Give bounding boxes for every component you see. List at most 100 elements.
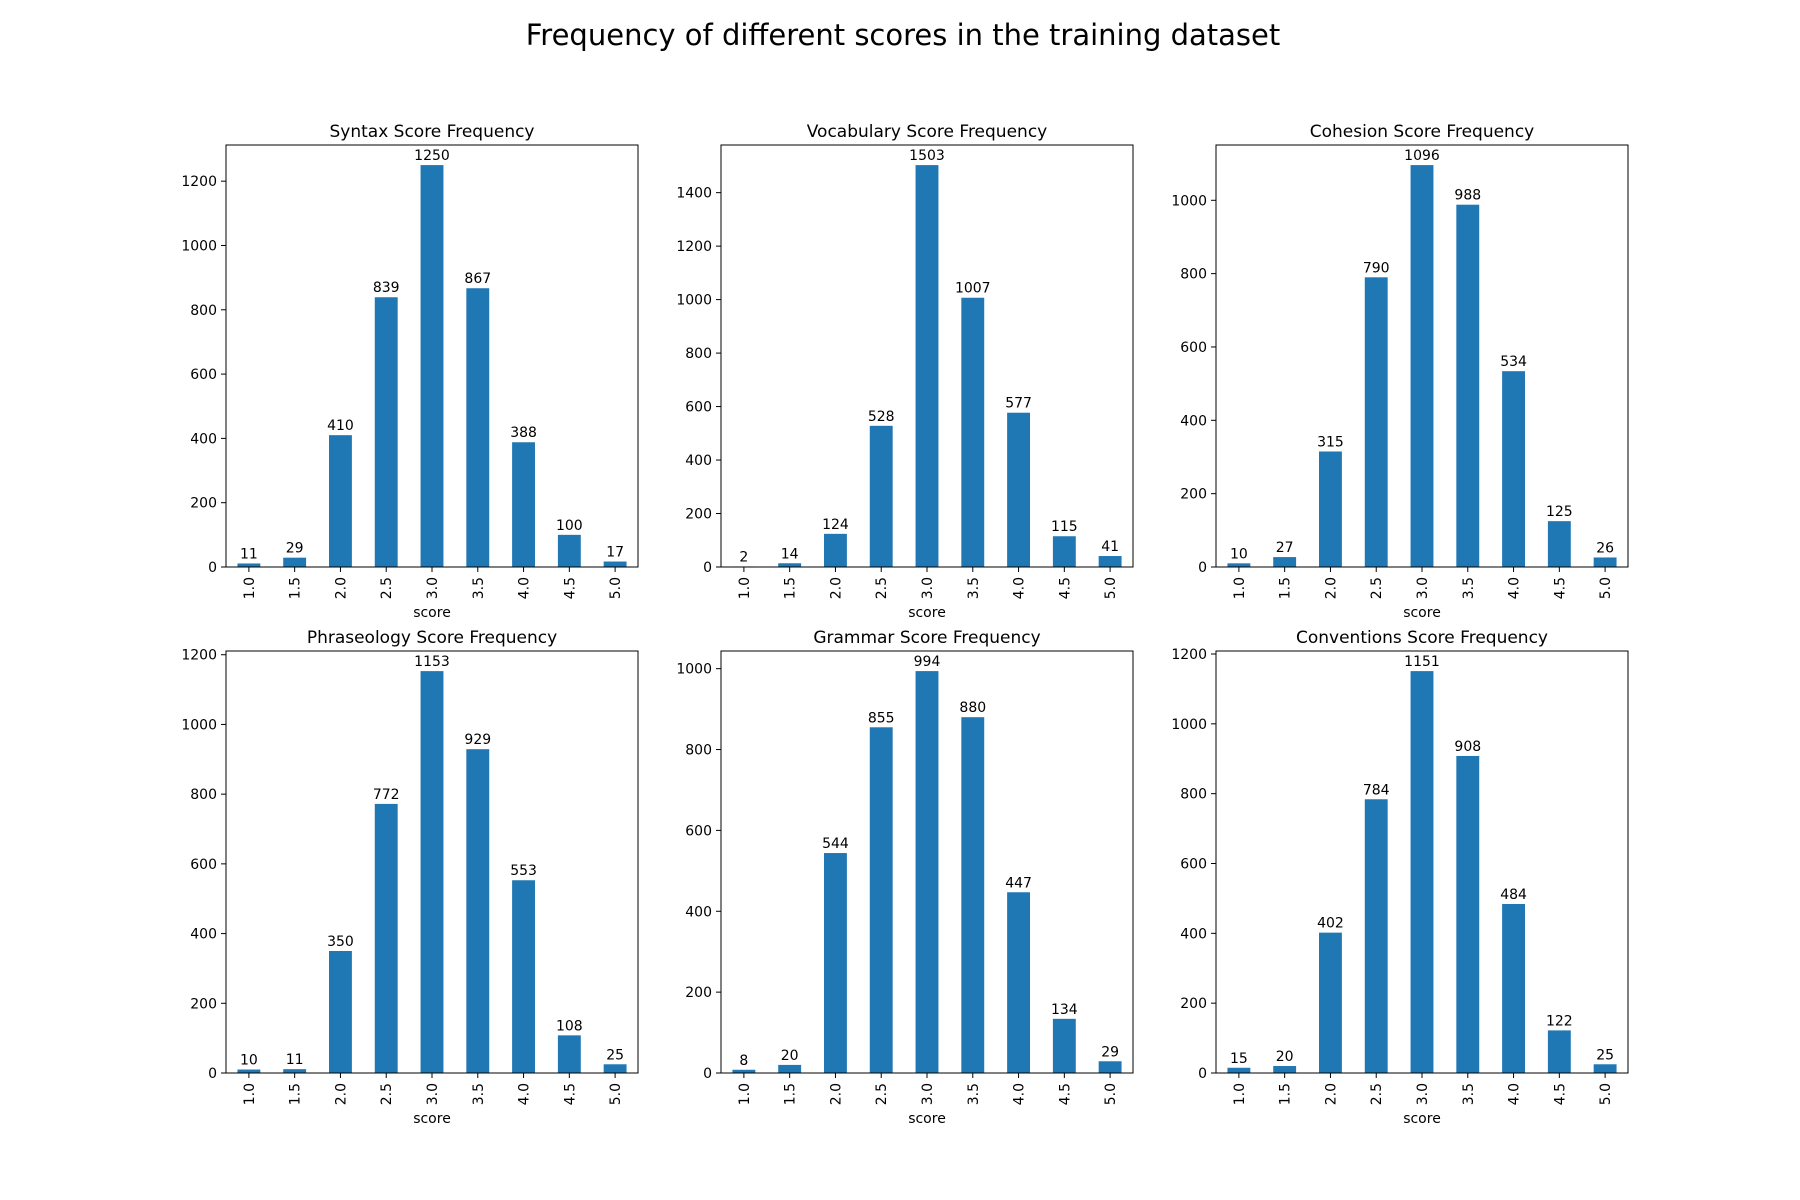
bar bbox=[512, 442, 535, 567]
data-label: 388 bbox=[510, 425, 537, 441]
y-tick-label: 0 bbox=[208, 1066, 217, 1082]
y-tick-label: 1000 bbox=[1171, 717, 1207, 733]
bar bbox=[466, 288, 490, 567]
chart-panel-vocabulary: Vocabulary Score Frequency 2 14 124 528 1503 1… bbox=[676, 122, 1134, 621]
data-label: 1250 bbox=[414, 148, 450, 164]
bar bbox=[1052, 1018, 1076, 1073]
data-label: 11 bbox=[240, 546, 258, 562]
y-tick-label: 0 bbox=[208, 560, 217, 576]
data-label: 11 bbox=[286, 1052, 304, 1068]
bar bbox=[466, 749, 490, 1073]
x-tick-label: 2.5 bbox=[874, 577, 890, 599]
x-tick-label: 2.5 bbox=[874, 1083, 890, 1105]
x-axis-label: score bbox=[413, 1111, 451, 1127]
data-label: 115 bbox=[1051, 519, 1078, 535]
y-tick-label: 1400 bbox=[676, 186, 712, 202]
data-label: 1153 bbox=[414, 654, 450, 670]
data-label: 29 bbox=[1101, 1044, 1119, 1060]
data-label: 8 bbox=[739, 1053, 748, 1069]
y-tick-label: 1000 bbox=[1171, 193, 1207, 209]
y-tick-label: 1000 bbox=[676, 293, 712, 309]
data-label: 14 bbox=[781, 546, 799, 562]
x-tick-label: 4.0 bbox=[1012, 577, 1028, 599]
y-tick-label: 800 bbox=[685, 743, 712, 759]
bar bbox=[1456, 755, 1480, 1073]
bar bbox=[1547, 1030, 1571, 1073]
data-label: 544 bbox=[822, 836, 849, 852]
x-axis-label: score bbox=[1403, 605, 1441, 621]
data-label: 880 bbox=[959, 700, 986, 716]
y-tick-label: 1200 bbox=[676, 239, 712, 255]
x-tick-label: 5.0 bbox=[1598, 577, 1614, 599]
y-tick-label: 0 bbox=[703, 1066, 712, 1082]
y-tick-label: 600 bbox=[190, 367, 217, 383]
axes-frame bbox=[720, 144, 1134, 568]
x-tick-label: 2.0 bbox=[333, 1083, 349, 1105]
x-axis-label: score bbox=[908, 1111, 946, 1127]
bar bbox=[603, 561, 627, 567]
x-tick-label: 5.0 bbox=[1103, 1083, 1119, 1105]
y-tick-label: 600 bbox=[1180, 340, 1207, 356]
data-label: 25 bbox=[1596, 1047, 1614, 1063]
axes-frame bbox=[225, 650, 639, 1074]
data-label: 17 bbox=[606, 545, 624, 561]
x-tick-label: 2.5 bbox=[379, 577, 395, 599]
bar bbox=[869, 727, 893, 1073]
axes-frame bbox=[1215, 144, 1629, 568]
x-tick-label: 3.5 bbox=[966, 1083, 982, 1105]
chart-panel-syntax: Syntax Score Frequency 11 29 410 839 1250 867 3… bbox=[181, 122, 639, 621]
data-label: 528 bbox=[868, 409, 895, 425]
bar bbox=[283, 557, 307, 567]
bar bbox=[374, 803, 398, 1073]
x-tick-label: 4.5 bbox=[1552, 577, 1568, 599]
chart-panel-phraseology: Phraseology Score Frequency 10 11 350 772 115… bbox=[181, 628, 639, 1127]
x-tick-label: 4.5 bbox=[1057, 1083, 1073, 1105]
bar bbox=[1273, 557, 1297, 567]
data-label: 20 bbox=[1276, 1049, 1294, 1065]
data-label: 988 bbox=[1454, 188, 1481, 204]
axes-frame bbox=[225, 144, 639, 568]
panel-title: Vocabulary Score Frequency bbox=[807, 122, 1047, 142]
y-tick-label: 400 bbox=[1180, 926, 1207, 942]
y-tick-label: 200 bbox=[190, 496, 217, 512]
bar bbox=[869, 425, 893, 567]
bar bbox=[1098, 1061, 1122, 1073]
chart-panel-grammar: Grammar Score Frequency 8 20 544 855 994 880 44… bbox=[676, 628, 1134, 1127]
data-label: 2 bbox=[739, 549, 748, 565]
bar bbox=[1593, 557, 1617, 567]
x-tick-label: 1.5 bbox=[783, 577, 799, 599]
y-tick-label: 800 bbox=[190, 303, 217, 319]
bar bbox=[1007, 892, 1030, 1073]
x-tick-label: 2.0 bbox=[828, 1083, 844, 1105]
data-label: 908 bbox=[1454, 739, 1481, 755]
bar bbox=[1227, 1067, 1251, 1073]
bar bbox=[961, 717, 985, 1073]
bar bbox=[237, 563, 261, 567]
x-tick-label: 1.5 bbox=[783, 1083, 799, 1105]
data-label: 447 bbox=[1005, 875, 1032, 891]
bar bbox=[237, 1069, 261, 1073]
data-label: 790 bbox=[1363, 260, 1390, 276]
x-tick-label: 2.0 bbox=[828, 577, 844, 599]
y-tick-label: 1200 bbox=[1171, 647, 1207, 663]
x-tick-label: 5.0 bbox=[1103, 577, 1119, 599]
x-axis-label: score bbox=[908, 605, 946, 621]
y-tick-label: 1000 bbox=[181, 238, 217, 254]
y-tick-label: 0 bbox=[703, 560, 712, 576]
data-label: 10 bbox=[240, 1053, 258, 1069]
data-label: 1096 bbox=[1404, 148, 1440, 164]
x-tick-label: 3.5 bbox=[1461, 1083, 1477, 1105]
bar bbox=[512, 880, 535, 1073]
x-tick-label: 3.0 bbox=[1415, 577, 1431, 599]
y-tick-label: 800 bbox=[685, 346, 712, 362]
axes-frame bbox=[720, 650, 1134, 1074]
x-tick-label: 1.0 bbox=[737, 1083, 753, 1105]
bar bbox=[1098, 556, 1122, 567]
bar bbox=[283, 1069, 307, 1073]
data-label: 350 bbox=[327, 934, 354, 950]
y-tick-label: 200 bbox=[685, 507, 712, 523]
data-label: 41 bbox=[1101, 539, 1119, 555]
y-tick-label: 1000 bbox=[181, 717, 217, 733]
data-label: 124 bbox=[822, 517, 849, 533]
x-tick-label: 3.0 bbox=[1415, 1083, 1431, 1105]
